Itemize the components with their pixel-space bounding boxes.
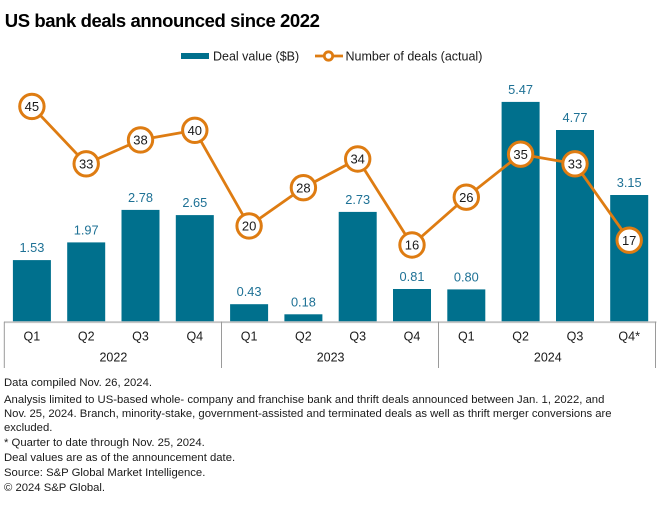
svg-text:35: 35 [513,147,527,162]
svg-text:45: 45 [25,99,39,114]
svg-text:Q3: Q3 [567,330,584,344]
svg-text:Q2: Q2 [512,330,529,344]
svg-text:Q1: Q1 [458,330,475,344]
svg-text:34: 34 [350,152,364,167]
svg-text:2.78: 2.78 [128,190,153,205]
svg-text:40: 40 [188,123,202,138]
svg-text:17: 17 [622,233,636,248]
svg-text:20: 20 [242,219,256,234]
svg-text:2.65: 2.65 [182,195,207,210]
svg-text:38: 38 [133,133,147,148]
svg-text:33: 33 [79,156,93,171]
svg-text:Q4: Q4 [186,330,203,344]
svg-text:Q1: Q1 [241,330,258,344]
svg-text:Q3: Q3 [349,330,366,344]
svg-text:Q2: Q2 [78,330,95,344]
svg-text:16: 16 [405,238,419,253]
svg-text:3.15: 3.15 [617,175,642,190]
svg-text:1.97: 1.97 [74,222,99,237]
svg-text:26: 26 [459,190,473,205]
svg-text:Q3: Q3 [132,330,149,344]
svg-text:Deal value ($B): Deal value ($B) [213,50,299,64]
svg-text:0.80: 0.80 [454,269,479,284]
svg-text:2022: 2022 [99,351,127,365]
svg-text:0.43: 0.43 [237,284,262,299]
svg-text:4.77: 4.77 [563,110,588,125]
svg-text:28: 28 [296,180,310,195]
svg-text:0.81: 0.81 [400,269,425,284]
svg-text:2.73: 2.73 [345,192,370,207]
svg-text:2023: 2023 [317,351,345,365]
svg-text:1.53: 1.53 [19,240,44,255]
svg-text:Q4: Q4 [404,330,421,344]
svg-text:Q4*: Q4* [618,330,640,344]
svg-text:0.18: 0.18 [291,294,316,309]
svg-text:Number of deals (actual): Number of deals (actual) [346,50,483,64]
svg-text:2024: 2024 [534,351,562,365]
svg-text:33: 33 [568,156,582,171]
svg-text:5.47: 5.47 [508,82,533,97]
svg-text:Q2: Q2 [295,330,312,344]
svg-text:Q1: Q1 [24,330,41,344]
